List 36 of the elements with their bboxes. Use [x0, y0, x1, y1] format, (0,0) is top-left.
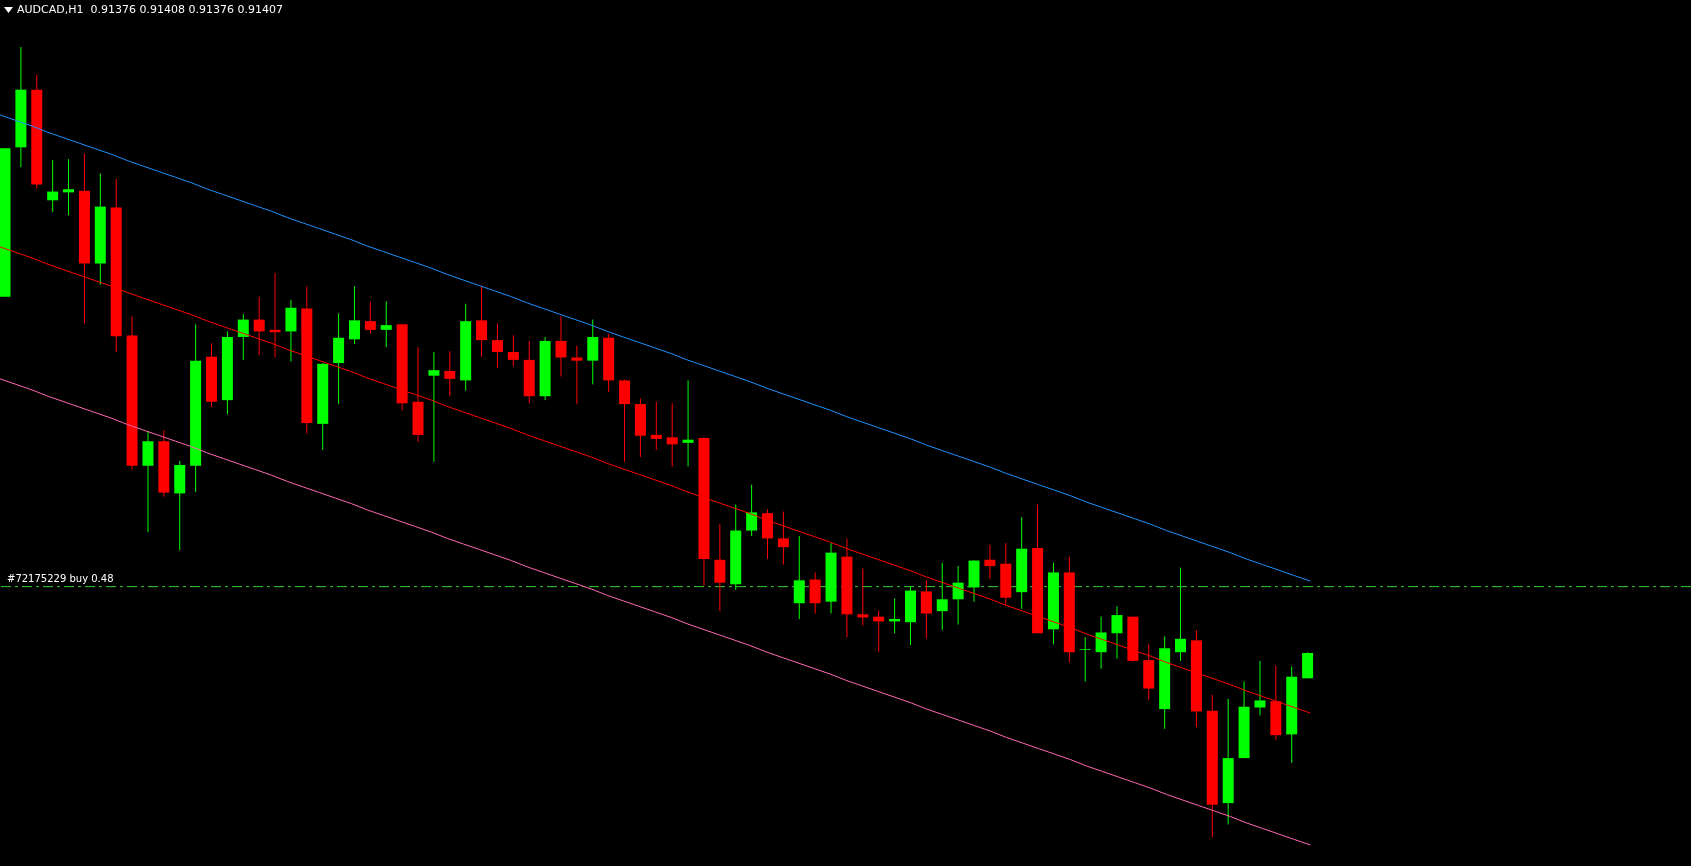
candlestick [920, 579, 932, 640]
candlestick [380, 300, 392, 348]
candlestick [63, 158, 75, 216]
candlestick [1111, 605, 1123, 660]
candlestick [587, 319, 599, 385]
candlestick [1079, 636, 1091, 682]
candlestick [650, 401, 662, 451]
candlestick [1095, 616, 1107, 670]
candlestick [444, 350, 456, 397]
candlestick [793, 535, 805, 620]
candlestick [571, 345, 583, 405]
candlestick [491, 323, 503, 369]
candlestick [746, 484, 758, 537]
candlestick [666, 402, 678, 468]
candlestick [1175, 567, 1187, 662]
chart-title: AUDCAD,H1 0.91376 0.91408 0.91376 0.91407 [17, 3, 283, 16]
candlestick [253, 296, 265, 356]
candlestick [285, 299, 297, 362]
candlestick [857, 567, 869, 626]
candlestick [619, 379, 631, 463]
candlestick [555, 315, 567, 377]
candlestick [428, 351, 440, 463]
candlestick [507, 334, 519, 367]
candlestick [682, 379, 694, 468]
candlestick [364, 300, 376, 334]
candlestick [348, 285, 360, 345]
candlestick [936, 562, 948, 631]
candlestick [1254, 660, 1266, 716]
candlestick [237, 313, 249, 361]
candlestick [47, 159, 59, 213]
ref-line-label: #72175229 buy 0.48 [7, 572, 114, 584]
candlestick [714, 523, 726, 612]
candlestick [809, 571, 821, 614]
candlestick [777, 511, 789, 566]
candlestick [476, 285, 488, 358]
candlestick [984, 544, 996, 580]
